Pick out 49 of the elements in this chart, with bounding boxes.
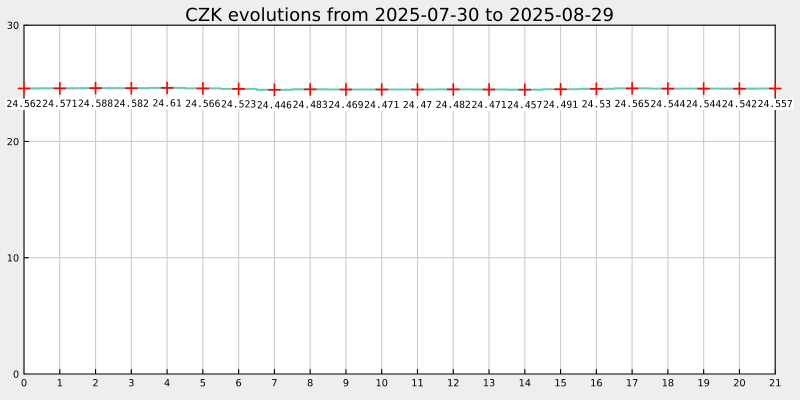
data-label: 24.471 [472, 100, 506, 108]
data-label: 24.47 [404, 100, 432, 108]
x-tick-label: 4 [164, 379, 170, 386]
x-tick-label: 9 [343, 379, 348, 386]
x-tick-label: 10 [376, 379, 388, 386]
data-label: 24.542 [722, 100, 756, 108]
data-label: 24.491 [544, 100, 578, 108]
x-tick-label: 14 [520, 379, 530, 386]
x-tick-label: 5 [200, 379, 206, 386]
data-label: 24.61 [153, 99, 182, 107]
data-label: 24.523 [222, 100, 256, 108]
data-label: 24.483 [293, 100, 327, 108]
x-tick-label: 2 [93, 379, 98, 386]
chart-title: CZK evolutions from 2025-07-30 to 2025-08-29 [186, 7, 613, 22]
data-label: 24.482 [436, 100, 470, 108]
x-tick-label: 20 [734, 379, 745, 386]
y-tick-label: 0 [14, 370, 18, 378]
x-tick-label: 7 [272, 379, 277, 386]
data-label: 24.469 [329, 100, 363, 108]
x-tick-label: 8 [308, 379, 313, 386]
data-label: 24.566 [186, 100, 220, 108]
x-tick-label: 15 [555, 379, 566, 386]
data-label: 24.457 [508, 100, 542, 108]
x-tick-label: 18 [662, 379, 674, 386]
y-tick-label: 10 [8, 254, 18, 262]
data-label: 24.565 [615, 100, 649, 108]
data-label: 24.562 [7, 100, 41, 108]
data-label: 24.544 [651, 100, 685, 108]
y-tick-label: 20 [7, 138, 18, 146]
data-label: 24.588 [78, 99, 112, 107]
data-label: 24.582 [114, 100, 148, 107]
x-tick-label: 13 [484, 379, 494, 386]
data-label: 24.557 [758, 100, 792, 108]
data-label: 24.571 [42, 100, 77, 108]
x-tick-label: 1 [58, 379, 62, 386]
data-label: 24.471 [364, 100, 399, 108]
x-tick-label: 11 [412, 379, 423, 386]
x-tick-label: 0 [22, 379, 26, 386]
x-tick-label: 3 [128, 379, 134, 386]
data-label: 24.544 [686, 100, 721, 108]
data-label: 24.446 [258, 101, 292, 108]
data-label: 24.53 [582, 100, 610, 108]
y-tick-label: 30 [8, 22, 18, 30]
x-tick-label: 19 [698, 379, 710, 386]
x-tick-label: 16 [591, 379, 602, 386]
x-tick-label: 21 [770, 379, 780, 386]
x-tick-label: 12 [448, 379, 458, 386]
x-tick-label: 6 [236, 379, 242, 386]
x-tick-label: 17 [626, 379, 638, 386]
